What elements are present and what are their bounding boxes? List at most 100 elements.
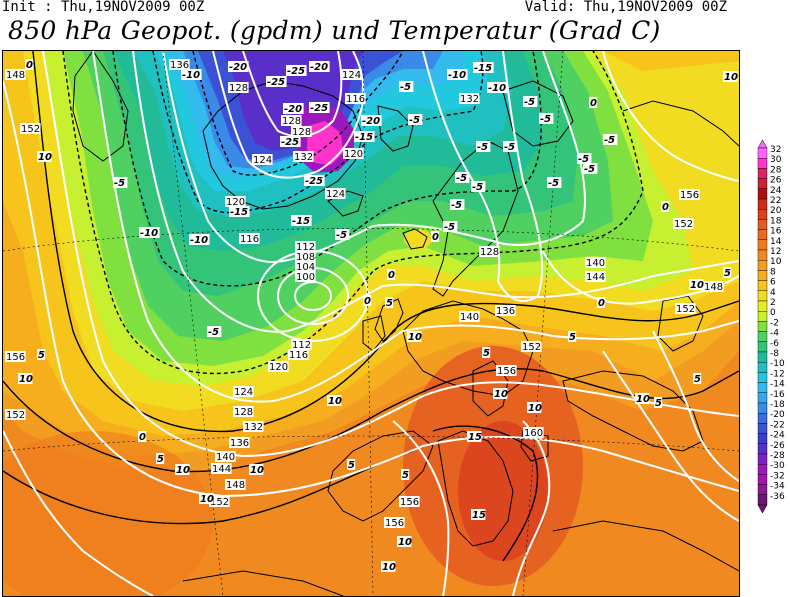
temperature-label-box [455, 172, 470, 183]
geopotential-label: 128 [292, 127, 311, 138]
temperature-label-box [471, 509, 486, 520]
legend-level-label: 12 [770, 247, 781, 257]
geopotential-label-box [225, 479, 246, 490]
temperature-label: -15 [292, 216, 310, 227]
geopotential-label-box [295, 271, 316, 282]
temperature-label-box [309, 61, 330, 72]
temperature-label-box [280, 136, 301, 147]
geopotential-label-box [345, 93, 366, 104]
temperature-label-box [443, 221, 458, 232]
temperature-label: -5 [540, 114, 551, 125]
geopotential-label-box [343, 148, 364, 159]
geopotential-label-box [399, 496, 420, 507]
legend-swatch [757, 168, 768, 179]
temperature-label-box [181, 69, 202, 80]
legend-level-label: 10 [770, 257, 782, 267]
geopotential-label: 152 [674, 219, 693, 230]
temperature-label-box [18, 373, 33, 384]
geopotential-label-box [215, 451, 236, 462]
legend-level-label: 26 [770, 176, 782, 186]
geopotential-label-box [295, 261, 316, 272]
legend-level-label: -16 [770, 390, 785, 400]
geopotential-label-box [239, 233, 260, 244]
geopotential-label-box [496, 365, 517, 376]
temperature-label: -5 [604, 135, 615, 146]
geopotential-label: 128 [480, 247, 499, 258]
legend-swatch [757, 300, 768, 312]
temperature-label: 15 [468, 432, 482, 443]
geopotential-label-box [233, 406, 254, 417]
temperature-label-box [482, 347, 491, 358]
legend-level-label: 28 [770, 165, 782, 175]
geopotential-label: 112 [292, 340, 311, 351]
temperature-labels: -20 -25 -20-25-20 -25-20-15-25-25-15-10-10-… [18, 59, 738, 573]
geopotential-label: 128 [282, 116, 301, 127]
geopotential-label-box [288, 349, 309, 360]
legend-swatch [757, 382, 768, 394]
temperature-label-box [327, 395, 342, 406]
geopotential-label-box [5, 409, 26, 420]
temperature-label: 5 [38, 350, 45, 361]
geopotential-label: 136 [496, 306, 515, 317]
legend-swatch [757, 331, 768, 343]
temperature-label: -5 [336, 230, 347, 241]
legend-bottom-arrow [757, 504, 768, 514]
temperature-label: -5 [524, 97, 535, 108]
warm-pocket [404, 229, 432, 249]
legend-level-label: 30 [770, 155, 782, 165]
temperature-label-box [291, 215, 312, 226]
temperature-label: -15 [355, 132, 373, 143]
geopotential-label-box [293, 151, 314, 162]
temperature-label: -10 [488, 83, 506, 94]
geopotential-label-box [523, 427, 544, 438]
geopotential-label: 140 [460, 312, 479, 323]
geopotential-label: 132 [294, 152, 313, 163]
geopotential-label-box [479, 246, 500, 257]
temperature-label: 0 [590, 98, 597, 109]
temperature-label-box [723, 71, 738, 82]
temperature-label-box [476, 141, 491, 152]
legend-level-label: 2 [770, 298, 776, 308]
geopotential-label-box [5, 351, 26, 362]
legend-swatch [757, 147, 768, 159]
geopotential-label-box [211, 463, 232, 474]
geopotential-label: 116 [240, 234, 259, 245]
geopotential-label: 148 [704, 282, 723, 293]
legend-level-label: -2 [770, 318, 779, 328]
temperature-label: -15 [474, 63, 492, 74]
legend-level-label: -6 [770, 339, 779, 349]
geopotential-label-box [585, 257, 606, 268]
temperature-label: 10 [528, 403, 542, 414]
temperature-label: -5 [578, 154, 589, 165]
geopotential-label: 120 [226, 197, 245, 208]
geopotential-label: 152 [21, 124, 40, 135]
init-time: Init : Thu,19NOV2009 00Z [2, 0, 205, 15]
geopotential-label-box [295, 251, 316, 262]
temperature-label: 0 [364, 296, 371, 307]
legend-level-label: 4 [770, 288, 776, 298]
temperature-label: -25 [267, 77, 285, 88]
temperature-label-box [139, 227, 160, 238]
temperature-label: -10 [140, 228, 158, 239]
temperature-label-box [603, 134, 618, 145]
legend-level-label: -12 [770, 369, 785, 379]
legend-level-label: -8 [770, 349, 779, 359]
temperature-label-box [304, 175, 325, 186]
temperature-label: -5 [409, 115, 420, 126]
temperature-label-box [583, 163, 598, 174]
temperature-label-box [387, 269, 396, 280]
geopotential-label-box [673, 218, 694, 229]
temperature-label: -10 [182, 70, 200, 81]
geopotential-label-box [169, 59, 190, 70]
temperature-label-box [286, 65, 307, 76]
temperature-label-box [354, 131, 375, 142]
geopotential-label-box [281, 115, 302, 126]
geopotential-label: 120 [344, 149, 363, 160]
temperature-label: -15 [230, 207, 248, 218]
geopotential-label: 116 [346, 94, 365, 105]
geopotential-label: 148 [226, 480, 245, 491]
temperature-label-box [138, 431, 147, 442]
temperature-label: 10 [690, 280, 704, 291]
legend-swatch [757, 219, 768, 230]
temperature-label-box [467, 431, 482, 442]
